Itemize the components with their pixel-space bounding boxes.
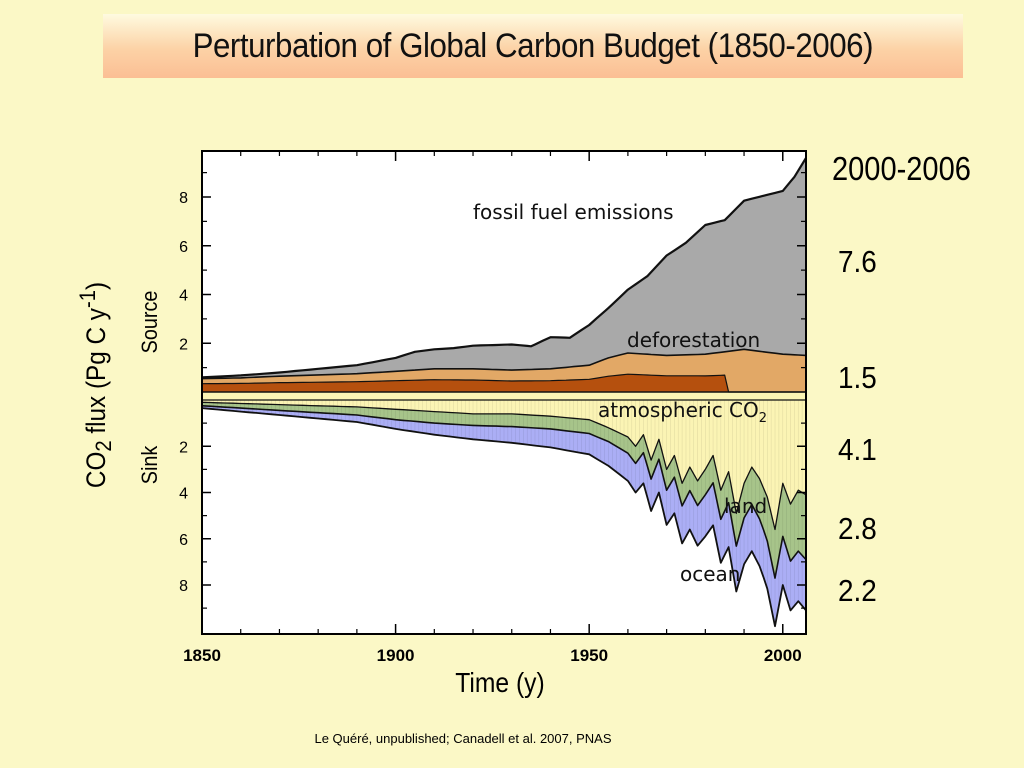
source-tick-label: 2 <box>179 336 188 353</box>
y-axis-label-close: ) <box>80 281 111 291</box>
sink-axis-label: Sink <box>137 445 162 485</box>
sink-tick-label: 8 <box>179 578 188 595</box>
source-tick-label: 8 <box>179 190 188 207</box>
sink-tick-label: 4 <box>179 486 188 503</box>
x-tick-label: 2000 <box>764 646 802 665</box>
annotation-land: land <box>724 494 767 518</box>
atmospheric-co2-line <box>201 401 807 531</box>
plot-frame <box>201 150 807 635</box>
y-axis-label-sub: 2 <box>91 440 117 452</box>
annotation-atmospheric-sub: 2 <box>759 411 767 426</box>
annotation-fossil-fuel: fossil fuel emissions <box>473 200 674 224</box>
source-axis-label: Source <box>137 290 162 354</box>
period-value-deforestation: 1.5 <box>838 360 877 395</box>
y-axis-label-sup: -1 <box>74 290 100 309</box>
deforestation-core-area <box>202 374 806 392</box>
annotation-ocean: ocean <box>680 562 740 586</box>
source-tick-label: 4 <box>179 288 188 305</box>
ocean-sink-line <box>201 407 807 628</box>
fossil-fuel-line <box>201 157 807 379</box>
period-header: 2000-2006 <box>832 150 971 187</box>
annotation-atmospheric-co2: atmospheric CO2 <box>598 398 767 426</box>
y-axis-label-units: flux (Pg C y <box>80 308 111 441</box>
y-axis-label: CO2 flux (Pg C y-1) <box>75 282 117 488</box>
x-tick-label: 1900 <box>377 646 415 665</box>
sink-tick-label: 2 <box>179 439 188 456</box>
x-axis-label: Time (y) <box>455 667 545 698</box>
deforestation-line <box>201 348 807 380</box>
period-value-fossil: 7.6 <box>838 244 877 279</box>
source-tick-label: 6 <box>179 239 188 256</box>
sink-tick-label: 6 <box>179 532 188 549</box>
title-banner: Perturbation of Global Carbon Budget (18… <box>103 14 963 78</box>
fossil-fuel-area <box>202 158 806 379</box>
zero-band <box>202 392 806 400</box>
atmospheric-co2-area <box>202 400 806 530</box>
citation: Le Quéré, unpublished; Canadell et al. 2… <box>314 731 612 746</box>
annotation-deforestation: deforestation <box>627 328 760 352</box>
period-value-land: 2.8 <box>838 511 877 546</box>
annotation-atmospheric-text: atmospheric CO <box>598 398 759 422</box>
land-sink-area <box>202 402 806 579</box>
period-value-ocean: 2.2 <box>838 573 877 608</box>
y-axis-label-co: CO <box>80 451 111 489</box>
sink-hatching <box>201 400 807 627</box>
ocean-sink-area <box>202 405 806 627</box>
land-sink-line <box>201 405 807 579</box>
page-title: Perturbation of Global Carbon Budget (18… <box>192 26 874 65</box>
period-value-atmospheric: 4.1 <box>838 432 877 467</box>
x-tick-label: 1950 <box>570 646 608 665</box>
x-tick-label: 1850 <box>183 646 221 665</box>
deforestation-core-line <box>201 373 806 393</box>
